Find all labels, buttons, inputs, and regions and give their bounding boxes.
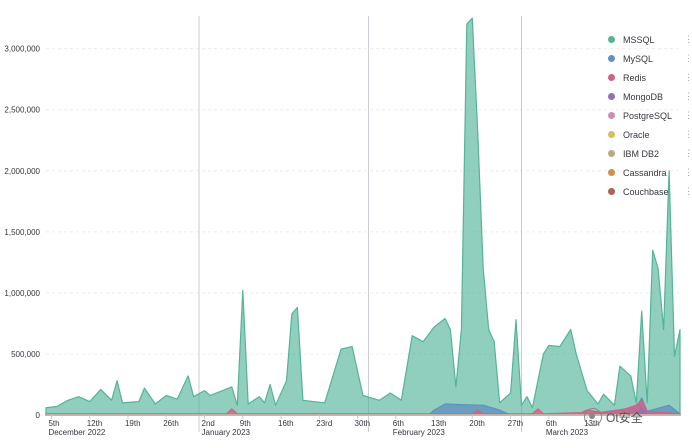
- x-tick-label: 30th: [355, 419, 371, 428]
- legend-item-postgresql[interactable]: PostgreSQL ⋮: [608, 106, 692, 125]
- series-area-mssql: [45, 17, 681, 416]
- legend-color-dot-icon: [608, 36, 615, 43]
- legend-item-redis[interactable]: Redis ⋮: [608, 68, 692, 87]
- x-tick-month-label: January 2023: [202, 428, 251, 437]
- watermark: Ot安全: [584, 408, 643, 426]
- legend-color-dot-icon: [608, 74, 615, 81]
- x-tick-label: 9th: [240, 419, 251, 428]
- legend-more-options-icon[interactable]: ⋮: [684, 167, 692, 177]
- month-boundary-lines: [198, 16, 522, 432]
- legend-color-dot-icon: [608, 150, 615, 157]
- legend-item-cassandra[interactable]: Cassandra ⋮: [608, 163, 692, 182]
- legend-label: Redis: [623, 72, 647, 83]
- x-tick-label: 26th: [163, 419, 179, 428]
- y-tick-label: 3,000,000: [4, 45, 40, 54]
- grid-lines: [46, 48, 680, 416]
- legend-more-options-icon[interactable]: ⋮: [684, 91, 692, 101]
- y-tick-label: 500,000: [11, 350, 40, 359]
- legend-item-ibm-db2[interactable]: IBM DB2 ⋮: [608, 144, 692, 163]
- legend-label: IBM DB2: [623, 148, 660, 159]
- legend-color-dot-icon: [608, 169, 615, 176]
- legend-color-dot-icon: [608, 112, 615, 119]
- x-tick-label: 23rd: [316, 419, 332, 428]
- legend-more-options-icon[interactable]: ⋮: [684, 110, 692, 120]
- legend-more-options-icon[interactable]: ⋮: [684, 129, 692, 139]
- y-axis: 0 500,000 1,000,000 1,500,000 2,000,000 2,500…: [4, 45, 40, 420]
- y-tick-label: 2,500,000: [4, 106, 40, 115]
- x-tick-label: 19th: [125, 419, 141, 428]
- legend-more-options-icon[interactable]: ⋮: [684, 53, 692, 63]
- x-tick-month-label: March 2023: [546, 428, 589, 437]
- y-tick-label: 1,500,000: [4, 228, 40, 237]
- series-areas: [45, 17, 681, 416]
- legend-item-mysql[interactable]: MySQL ⋮: [608, 49, 692, 68]
- legend-color-dot-icon: [608, 55, 615, 62]
- legend-color-dot-icon: [608, 93, 615, 100]
- legend-label: Cassandra: [623, 167, 667, 178]
- x-tick-month-label: December 2022: [48, 428, 105, 437]
- y-tick-label: 1,000,000: [4, 289, 40, 298]
- watermark-text: Ot安全: [606, 410, 643, 425]
- x-tick-label: 13th: [431, 419, 447, 428]
- y-tick-label: 2,000,000: [4, 167, 40, 176]
- legend-more-options-icon[interactable]: ⋮: [684, 34, 692, 44]
- legend-label: PostgreSQL: [623, 110, 673, 121]
- legend-item-oracle[interactable]: Oracle ⋮: [608, 125, 692, 144]
- x-tick-label: 27th: [508, 419, 524, 428]
- x-tick-label: 6th: [546, 419, 557, 428]
- legend-label: MSSQL: [623, 34, 655, 45]
- legend-more-options-icon[interactable]: ⋮: [684, 72, 692, 82]
- x-tick-month-label: February 2023: [393, 428, 446, 437]
- legend-more-options-icon[interactable]: ⋮: [684, 148, 692, 158]
- x-tick-label: 6th: [393, 419, 404, 428]
- x-tick-label: 12th: [87, 419, 103, 428]
- series-area-redis: [45, 399, 681, 416]
- legend-color-dot-icon: [608, 188, 615, 195]
- legend-label: MongoDB: [623, 91, 664, 102]
- legend-item-mongodb[interactable]: MongoDB ⋮: [608, 87, 692, 106]
- legend-item-mssql[interactable]: MSSQL ⋮: [608, 30, 692, 49]
- x-tick-label: 2nd: [202, 419, 215, 428]
- legend-item-couchbase[interactable]: Couchbase ⋮: [608, 182, 692, 201]
- legend-more-options-icon[interactable]: ⋮: [684, 186, 692, 196]
- x-tick-label: 20th: [469, 419, 485, 428]
- watermark-logo-icon: [584, 408, 602, 426]
- legend: MSSQL ⋮ MySQL ⋮ Redis ⋮ MongoDB ⋮ PostgreSQL ⋮ Ora…: [608, 30, 692, 201]
- legend-label: MySQL: [623, 53, 654, 64]
- legend-color-dot-icon: [608, 131, 615, 138]
- x-tick-label: 5th: [48, 419, 59, 428]
- legend-label: Couchbase: [623, 186, 669, 197]
- legend-label: Oracle: [623, 129, 650, 140]
- x-tick-label: 16th: [278, 419, 294, 428]
- y-tick-label: 0: [36, 411, 41, 420]
